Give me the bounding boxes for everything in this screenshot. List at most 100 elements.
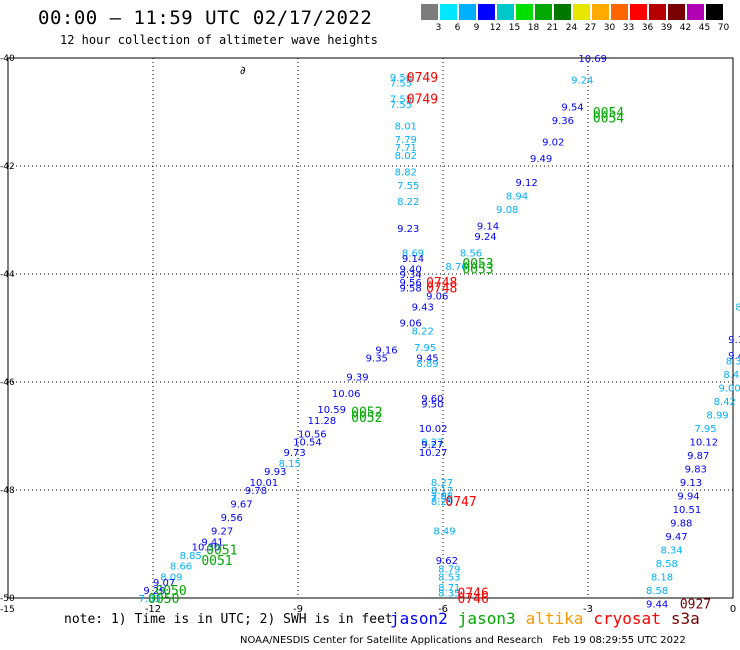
swh-value: 8.42 (714, 397, 736, 408)
track-time-label: 0927 (680, 597, 711, 612)
footer-agency: NOAA/NESDIS Center for Satellite Applica… (240, 635, 543, 646)
swh-value: 9.60 (421, 394, 443, 405)
swh-value: 10.51 (673, 505, 702, 516)
page-title: 00:00 – 11:59 UTC 02/17/2022 (38, 7, 373, 29)
swh-value: 9.00 (719, 383, 740, 394)
colorbar-swatch (611, 4, 628, 20)
swh-value: 7.98 (431, 494, 453, 505)
colorbar-label: 36 (641, 23, 654, 33)
corner-tick-label: -15 (0, 605, 15, 615)
swh-value: 8.29 (431, 497, 453, 508)
colorbar-label: 42 (679, 23, 692, 33)
swh-value: 9.40 (400, 265, 422, 276)
colorbar-label: 12 (489, 23, 502, 33)
swh-value: 8.02 (395, 151, 417, 162)
swh-value: 7.98 (431, 491, 453, 502)
satellite-label: jason3 (457, 609, 516, 628)
swh-value: 7.95 (414, 343, 436, 354)
swh-value: 9.08 (496, 205, 518, 216)
footer: NOAA/NESDIS Center for Satellite Applica… (240, 635, 686, 646)
swh-value: 8.71 (438, 583, 460, 594)
colorbar-swatch (516, 4, 533, 20)
track-time-label: 0054 (593, 111, 624, 126)
track-time-label: 0050 (155, 584, 186, 599)
swh-value: 9.54 (561, 103, 583, 114)
colorbar-swatch (630, 4, 647, 20)
swh-value: 9.41 (201, 537, 223, 548)
swh-value: 9.43 (412, 302, 434, 313)
colorbar-label: 27 (584, 23, 597, 33)
swh-value: 9.14 (402, 254, 424, 265)
map-frame (7, 57, 734, 599)
swh-value: 9.15 (728, 335, 740, 346)
swh-value: 9.27 (211, 527, 233, 538)
swh-value: 10.59 (317, 405, 346, 416)
colorbar-label: 30 (603, 23, 616, 33)
swh-value: 9.44 (646, 599, 668, 610)
swh-value: 9.88 (670, 518, 692, 529)
swh-value: 9.62 (436, 556, 458, 567)
satellite-label: jason2 (390, 609, 448, 628)
swh-value: 8.69 (402, 248, 424, 259)
satellite-legend: jason2 jason3 altika cryosat s3a (390, 609, 710, 628)
swh-value: 10.54 (293, 437, 322, 448)
footer-timestamp: Feb 19 08:29:55 UTC 2022 (552, 635, 686, 646)
swh-value: 9.56 (400, 278, 422, 289)
swh-value: 8.58 (646, 586, 668, 597)
swh-value: 11.28 (308, 416, 337, 427)
swh-value: 10.30 (192, 543, 221, 554)
swh-value: 8.15 (279, 459, 301, 470)
track-time-label: 0052 (351, 411, 382, 426)
colorbar-label: 15 (508, 23, 521, 33)
swh-value: 8.01 (395, 122, 417, 133)
swh-value: 9.24 (571, 76, 593, 87)
swh-value: 9.27 (421, 440, 443, 451)
swh-value: 9.73 (284, 448, 306, 459)
page-subtitle: 12 hour collection of altimeter wave hei… (60, 33, 378, 47)
lat-tick-label: -42 (0, 162, 15, 172)
swh-value: 8.18 (651, 572, 673, 583)
swh-value: 8.35 (438, 589, 460, 600)
colorbar-swatch (478, 4, 495, 20)
swh-value: 9.02 (542, 138, 564, 149)
colorbar-swatch (554, 4, 571, 20)
swh-value: 9.12 (516, 178, 538, 189)
swh-value: 9.06 (426, 292, 448, 303)
track-time-label: 0746 (458, 587, 489, 602)
track-time-label: 0749 (407, 71, 438, 86)
colorbar-label: 45 (698, 23, 711, 33)
swh-value: 7.55 (397, 181, 419, 192)
swh-value: 9.39 (346, 373, 368, 384)
swh-value: 9.35 (366, 354, 388, 365)
swh-value: 9.56 (221, 513, 243, 524)
satellite-label: s3a (670, 609, 700, 628)
track-time-label: 0051 (206, 543, 237, 558)
swh-value: 7.55 (390, 78, 412, 89)
satellite-label: altika (525, 609, 584, 628)
swh-value: 9.67 (230, 500, 252, 511)
swh-value: 9.07 (153, 578, 175, 589)
colorbar-swatch (649, 4, 666, 20)
swh-value: 8.79 (438, 564, 460, 575)
colorbar-swatch (440, 4, 457, 20)
colorbar-label: 70 (717, 23, 730, 33)
swh-value: 8.09 (160, 572, 182, 583)
colorbar-swatch (535, 4, 552, 20)
swh-value: 8.53 (438, 572, 460, 583)
swh-value: 10.56 (298, 429, 327, 440)
colorbar-swatch (592, 4, 609, 20)
swh-value: 10.69 (578, 54, 607, 65)
swh-value: 8.49 (433, 527, 455, 538)
swh-value: 7.71 (395, 143, 417, 154)
swh-value: 9.24 (474, 232, 496, 243)
lon-tick-label: -3 (583, 604, 593, 615)
colorbar-label: 39 (660, 23, 673, 33)
swh-value: 9.78 (245, 486, 267, 497)
swh-value: 9.36 (552, 116, 574, 127)
swh-value: 9.34 (400, 270, 422, 281)
swh-value: 7.83 (139, 594, 161, 605)
swh-value: 8.97 (735, 302, 740, 313)
colorbar-swatch (668, 4, 685, 20)
colorbar-swatch (459, 4, 476, 20)
